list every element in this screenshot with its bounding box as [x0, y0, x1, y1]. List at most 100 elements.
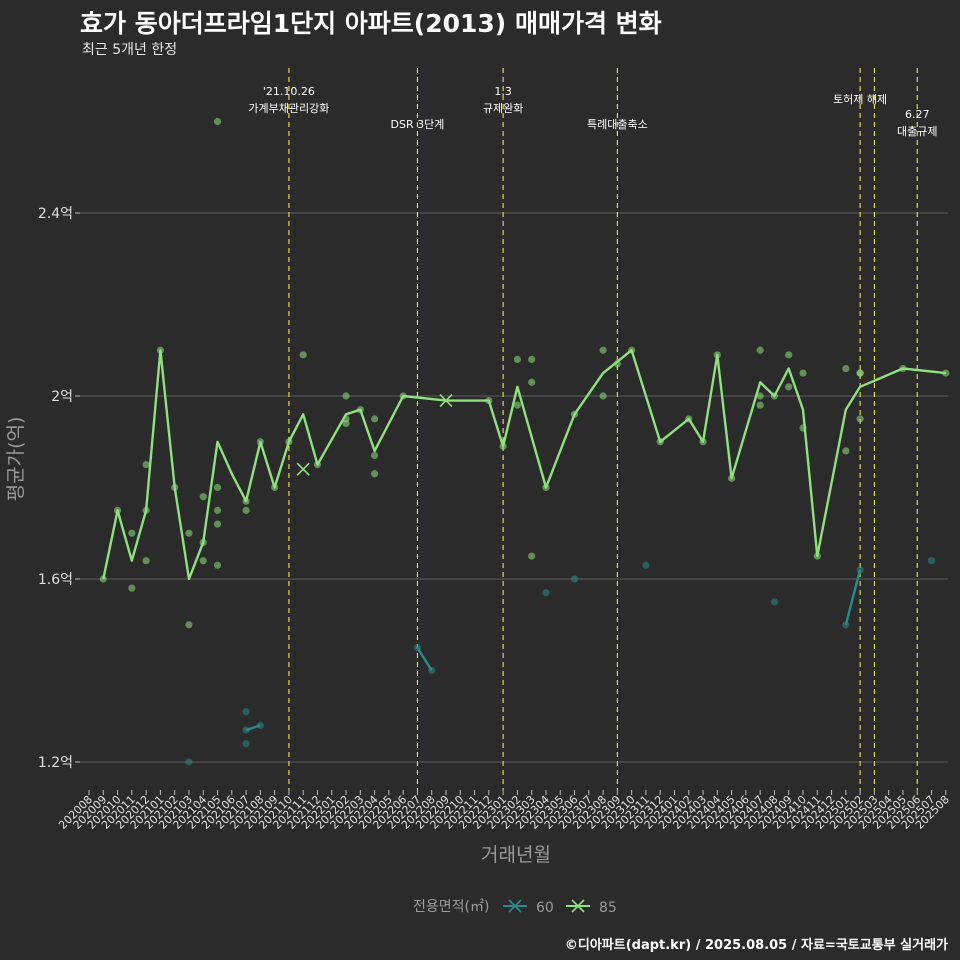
series-85-point — [342, 392, 350, 400]
series-85-point — [299, 351, 307, 359]
event-label: 대출규제 — [897, 125, 937, 138]
series-85-point — [271, 483, 279, 492]
series-85-point — [142, 461, 150, 469]
series-60-point — [842, 621, 850, 629]
series-85-point — [213, 483, 222, 492]
event-label: DSR 3단계 — [391, 118, 445, 131]
series-60-point — [570, 575, 579, 583]
series-85-cross-marker — [296, 462, 310, 476]
series-60-point — [856, 566, 864, 574]
series-85-point — [128, 584, 136, 592]
grid-layer — [80, 212, 948, 763]
series-85-point — [213, 561, 222, 569]
legend-label: 85 — [599, 900, 617, 916]
series-85-point — [842, 364, 850, 373]
series-85-point — [599, 346, 607, 354]
series-85-point — [856, 369, 864, 377]
series-85-point — [785, 383, 793, 391]
series-85-point — [770, 392, 779, 400]
series-85-point — [313, 461, 322, 469]
series-60-point — [927, 557, 936, 565]
x-axis-title: 거래년월 — [481, 844, 551, 866]
y-tick-label: 1.6억 — [38, 572, 73, 588]
series-60-point — [542, 589, 550, 597]
event-label: 6.27 — [905, 108, 930, 121]
series-85-point — [942, 369, 950, 377]
series-85-point — [628, 346, 636, 354]
series-85-point — [256, 438, 264, 446]
series-85-point — [842, 447, 850, 455]
series-85-point — [342, 419, 350, 428]
series-60-point — [428, 666, 436, 675]
legend-label: 60 — [536, 900, 554, 916]
series-60-line — [844, 569, 862, 626]
series-85-point — [399, 392, 407, 400]
series-85-point — [142, 506, 150, 514]
legend-key-marker — [508, 899, 522, 913]
series-85-point — [799, 424, 807, 432]
series-85-point — [213, 506, 222, 514]
event-label: 규제완화 — [483, 102, 523, 115]
series-85-point — [199, 493, 207, 501]
series-85-point — [513, 401, 522, 409]
series-85-point — [856, 415, 864, 423]
series-85-line — [102, 349, 946, 581]
series-85-point — [142, 557, 150, 565]
chart-subtitle: 최근 5개년 한정 — [82, 42, 178, 58]
series-60-point — [642, 561, 650, 569]
series-60-point — [770, 598, 779, 606]
y-tick-label: 2.4억 — [38, 206, 73, 222]
series-85-point — [528, 355, 536, 363]
legend-layer: 전용면적(㎡) 60 85 — [413, 899, 617, 916]
legend-title: 전용면적(㎡) — [413, 899, 489, 915]
series-85-point — [613, 360, 621, 368]
series-85-point — [99, 575, 107, 583]
series-60-point — [242, 726, 250, 734]
series-85-point — [699, 438, 707, 446]
series-60-point — [256, 721, 264, 730]
series-85-point — [899, 364, 907, 373]
series-85-point — [799, 369, 807, 377]
series-85-point — [528, 378, 536, 386]
series-85-point — [199, 557, 207, 565]
series-85-point — [570, 410, 579, 418]
series-60-line — [416, 646, 433, 672]
y-tick-label: 1.2억 — [38, 755, 73, 771]
event-label: 1.3 — [494, 85, 512, 98]
series-layer — [99, 117, 950, 766]
series-60-point — [242, 740, 250, 748]
series-85-point — [756, 392, 764, 400]
series-85-point — [656, 438, 664, 446]
series-85-point — [113, 506, 122, 514]
axis-layer: 1.2억1.6억2억2.4억20200820200920201020201120… — [5, 206, 952, 866]
series-85-point — [185, 621, 193, 629]
series-85-point — [171, 483, 179, 492]
series-85-point — [199, 538, 207, 547]
series-85-point — [485, 396, 493, 405]
legend-key-marker — [571, 899, 585, 913]
series-85-point — [285, 438, 293, 446]
series-85-point — [528, 552, 536, 560]
series-85-point — [513, 355, 522, 363]
series-85-point — [213, 520, 222, 528]
series-85-point — [756, 346, 764, 354]
series-85-point — [156, 346, 164, 354]
chart-title: 효가 동아더프라임1단지 아파트(2013) 매매가격 변화 — [80, 9, 662, 38]
series-60-point — [242, 708, 250, 716]
series-85-point — [371, 451, 379, 460]
series-85-point — [185, 529, 193, 537]
series-85-point — [756, 401, 764, 409]
series-85-point — [685, 415, 693, 423]
series-85-cross-marker — [439, 394, 453, 408]
series-85-point — [542, 483, 550, 492]
series-85-point — [128, 529, 136, 537]
event-label: 토허제 해제 — [833, 92, 887, 106]
chart-caption: ©디아파트(dapt.kr) / 2025.08.05 / 자료=국토교통부 실… — [564, 938, 948, 953]
series-60-point — [185, 758, 193, 766]
series-60-point — [413, 644, 422, 652]
y-tick-label: 2억 — [51, 389, 73, 405]
series-85-point — [785, 351, 793, 359]
